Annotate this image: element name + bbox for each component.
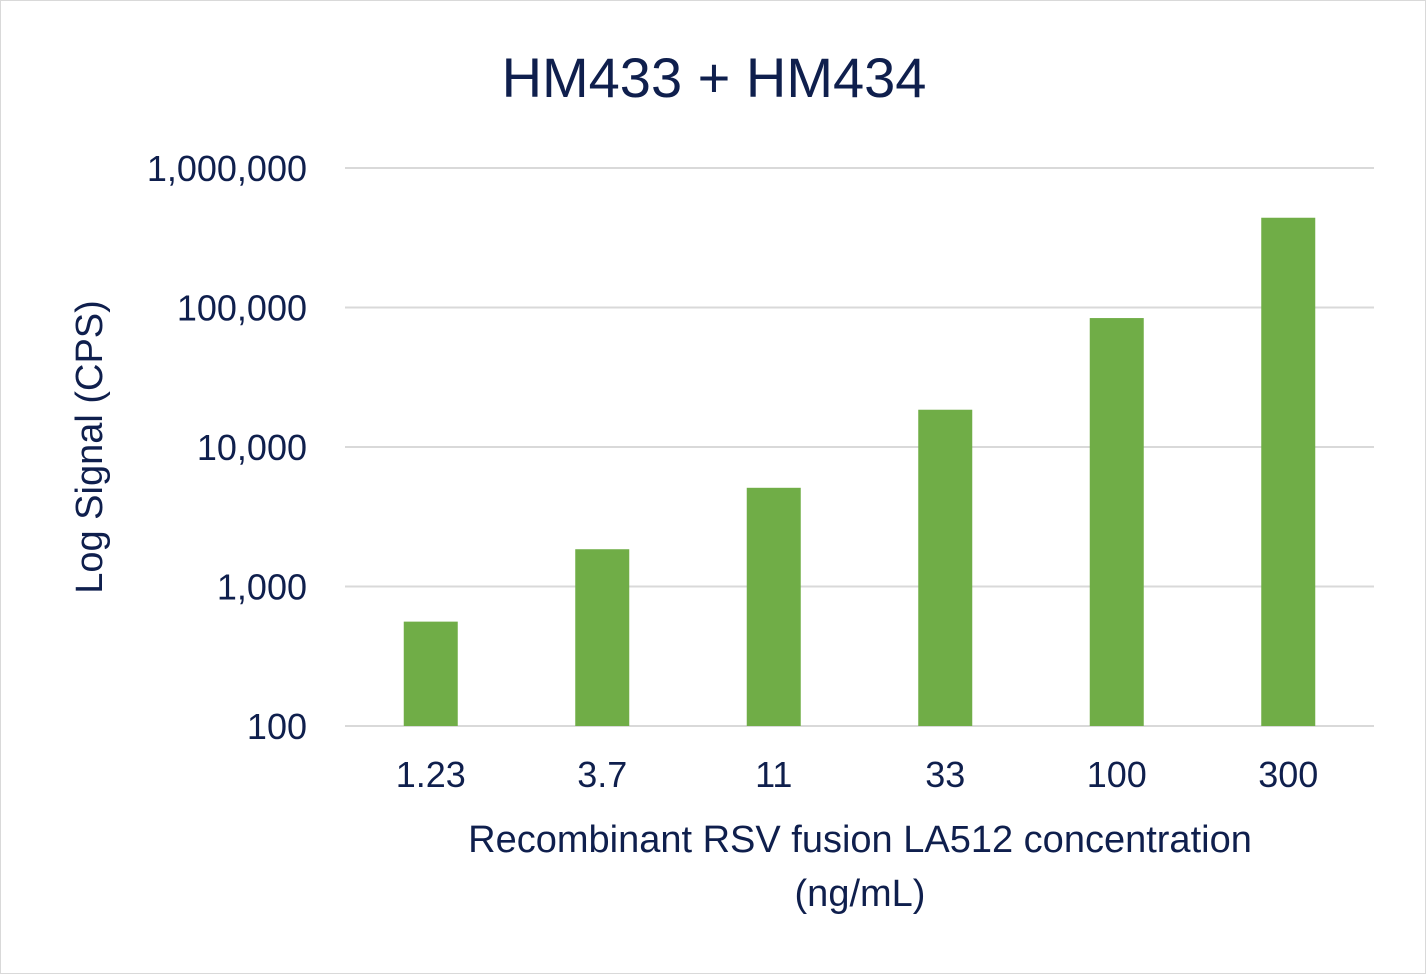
- y-tick-label: 100: [247, 706, 307, 747]
- y-tick-label: 1,000: [217, 567, 307, 608]
- x-axis-label-line-2: (ng/mL): [795, 873, 926, 915]
- bar: [918, 409, 973, 726]
- bar: [1089, 318, 1144, 726]
- x-tick-label: 11: [755, 754, 792, 795]
- x-axis-tick-labels: 1.23 3.7 11 33 100 300: [396, 754, 1319, 795]
- bar: [1261, 217, 1316, 727]
- y-tick-label: 10,000: [197, 427, 307, 468]
- bar: [575, 549, 630, 726]
- y-tick-label: 100,000: [177, 288, 307, 329]
- x-tick-label: 1.23: [396, 754, 466, 795]
- y-axis-label: Log Signal (CPS): [69, 300, 111, 594]
- x-tick-label: 300: [1258, 754, 1318, 795]
- y-axis-tick-labels: 100 1,000 10,000 100,000 1,000,000: [147, 148, 307, 747]
- x-tick-label: 100: [1087, 754, 1147, 795]
- chart-title: HM433 + HM434: [502, 46, 927, 109]
- x-tick-label: 3.7: [577, 754, 627, 795]
- bars: [403, 217, 1316, 727]
- x-axis-label-line-1: Recombinant RSV fusion LA512 concentrati…: [468, 819, 1252, 861]
- x-tick-label: 33: [925, 754, 965, 795]
- gridlines: [345, 167, 1374, 727]
- y-tick-label: 1,000,000: [147, 148, 307, 189]
- bar: [403, 621, 458, 726]
- bar: [746, 487, 801, 726]
